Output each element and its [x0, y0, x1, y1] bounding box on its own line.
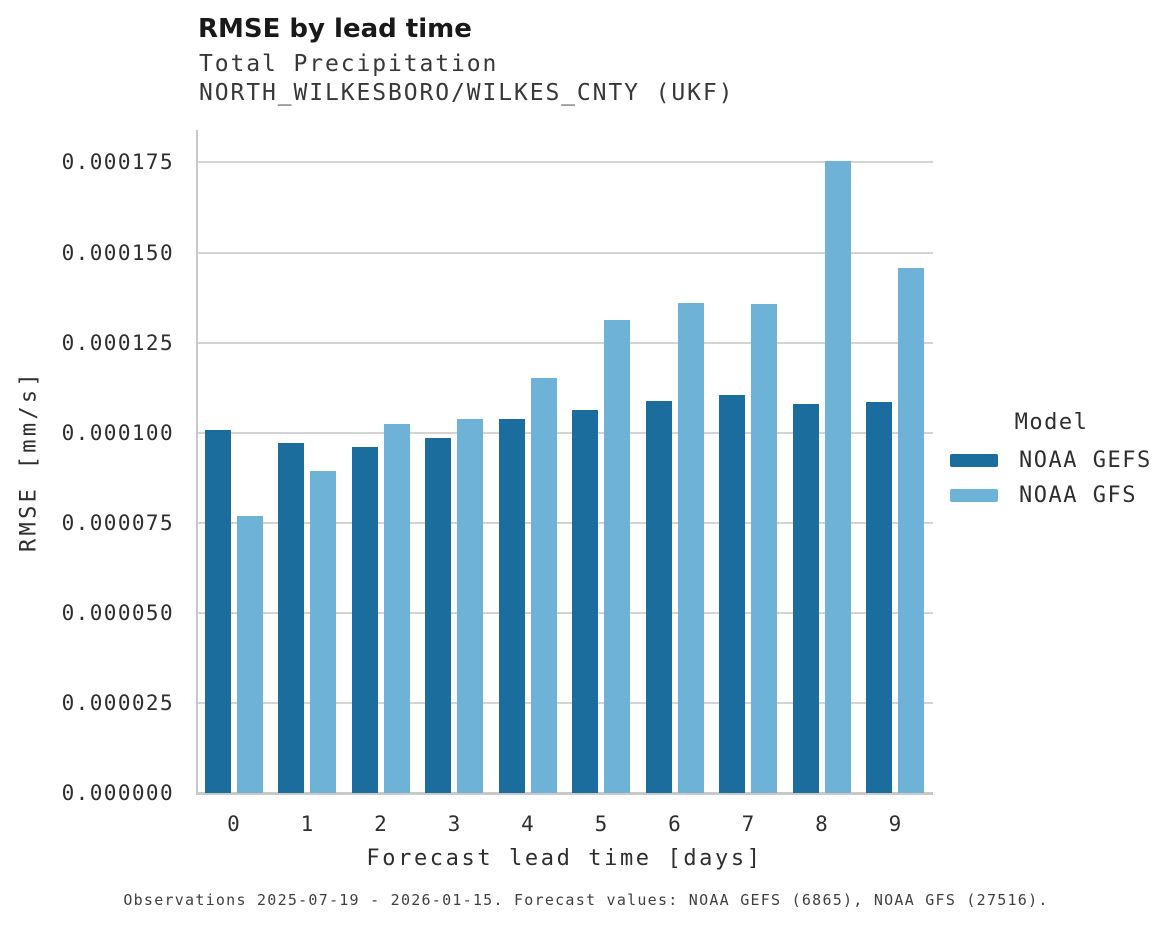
- bar-noaa-gfs-lead-7: [751, 303, 777, 793]
- bar-noaa-gfs-lead-3: [457, 418, 483, 793]
- gridline-0.000075: [198, 521, 933, 524]
- bar-noaa-gefs-lead-2: [351, 447, 378, 793]
- y-tick-label-0.000100: 0.000100: [61, 420, 174, 445]
- gridline-0.000175: [198, 161, 933, 164]
- bar-noaa-gfs-lead-1: [310, 471, 336, 793]
- x-axis-line: [196, 792, 933, 795]
- y-tick-label-0.000025: 0.000025: [61, 690, 174, 715]
- x-tick-label-1: 1: [300, 812, 314, 836]
- gridline-0.000150: [198, 251, 933, 254]
- x-axis-title: Forecast lead time [days]: [366, 846, 763, 871]
- gridline-0.000125: [198, 341, 933, 344]
- x-tick-label-3: 3: [447, 812, 461, 836]
- chart-subtitle-station: NORTH_WILKESBORO/WILKES_CNTY (UKF): [199, 80, 735, 106]
- legend-label-noaa-gefs: NOAA GEFS: [1019, 447, 1152, 473]
- bar-noaa-gefs-lead-0: [204, 430, 231, 793]
- x-tick-label-0: 0: [227, 812, 240, 836]
- gridline-0.000100: [198, 431, 933, 434]
- x-tick-label-4: 4: [521, 812, 534, 836]
- y-tick-label-0.000175: 0.000175: [61, 150, 174, 175]
- bar-noaa-gefs-lead-7: [719, 395, 745, 793]
- y-tick-label-0.000050: 0.000050: [61, 600, 174, 625]
- legend-label-noaa-gfs: NOAA GFS: [1019, 482, 1137, 508]
- legend-entry-noaa-gefs: NOAA GEFS: [944, 447, 1159, 473]
- legend-swatch-noaa-gfs: [950, 488, 998, 502]
- bar-noaa-gfs-lead-9: [898, 268, 924, 793]
- bar-noaa-gefs-lead-8: [792, 404, 819, 793]
- bar-noaa-gfs-lead-4: [530, 378, 557, 793]
- bar-noaa-gefs-lead-1: [278, 443, 304, 793]
- bar-noaa-gefs-lead-5: [572, 410, 598, 793]
- bar-noaa-gefs-lead-3: [425, 437, 451, 793]
- x-tick-label-5: 5: [594, 812, 608, 836]
- y-axis-line: [196, 130, 198, 795]
- x-tick-label-8: 8: [815, 812, 828, 836]
- gridline-0.000050: [198, 611, 933, 614]
- x-tick-label-2: 2: [374, 812, 387, 836]
- legend-entry-noaa-gfs: NOAA GFS: [944, 482, 1159, 508]
- gridline-0.000025: [198, 701, 933, 704]
- x-tick-label-6: 6: [668, 812, 681, 836]
- x-tick-label-7: 7: [741, 812, 755, 836]
- bar-noaa-gfs-lead-2: [383, 424, 410, 793]
- bar-noaa-gfs-lead-0: [236, 516, 263, 793]
- bar-noaa-gefs-lead-6: [645, 400, 672, 793]
- legend: Model NOAA GEFS NOAA GFS: [944, 408, 1159, 518]
- chart-subtitle-variable: Total Precipitation: [199, 51, 499, 77]
- y-tick-label-0.000125: 0.000125: [61, 330, 174, 355]
- y-tick-label-0.000150: 0.000150: [61, 240, 174, 265]
- legend-title: Model: [1014, 410, 1089, 435]
- y-tick-label-0.000000: 0.000000: [61, 781, 174, 805]
- chart-title: RMSE by lead time: [198, 14, 472, 44]
- bar-noaa-gfs-lead-8: [824, 161, 851, 793]
- legend-swatch-noaa-gefs: [950, 453, 998, 467]
- x-tick-label-9: 9: [888, 812, 902, 836]
- plot-area: [196, 130, 933, 796]
- footer-caption: Observations 2025-07-19 - 2026-01-15. Fo…: [123, 891, 1049, 909]
- bar-noaa-gefs-lead-4: [498, 418, 525, 793]
- bar-noaa-gefs-lead-9: [866, 401, 892, 793]
- bar-noaa-gfs-lead-5: [604, 319, 630, 793]
- y-tick-label-0.000075: 0.000075: [61, 510, 174, 535]
- bar-noaa-gfs-lead-6: [677, 302, 704, 793]
